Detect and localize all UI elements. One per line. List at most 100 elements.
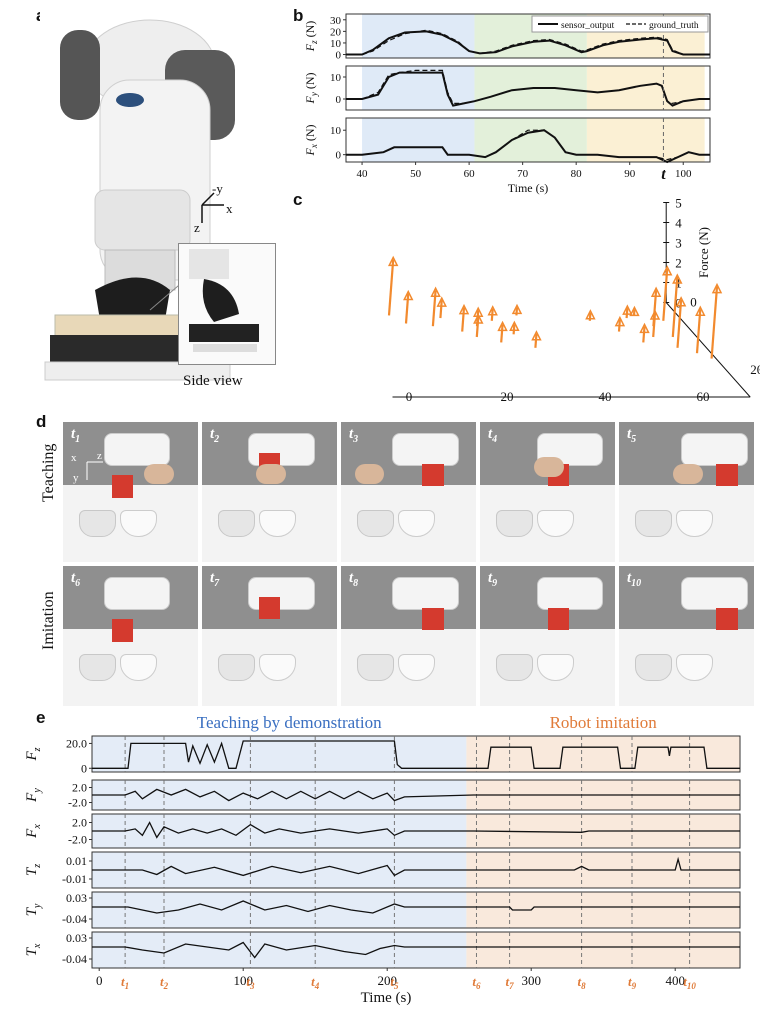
- c-arrow-head-6: [472, 306, 484, 317]
- red-box: [716, 608, 738, 631]
- cup-right: [536, 509, 574, 537]
- b-frame-1: [345, 65, 711, 111]
- b-region-0-0: [362, 14, 475, 58]
- c-arrow-19: [671, 276, 679, 338]
- c-xtick-label-40: 40: [599, 389, 612, 403]
- b-xtick-label-60: 60: [464, 168, 476, 180]
- cup-left: [635, 509, 673, 537]
- e-marker-label-t4: t4: [311, 974, 320, 991]
- frame-t7: t7: [202, 566, 337, 706]
- c-arrow-0: [387, 259, 395, 316]
- c-arrow-head-10: [531, 330, 542, 341]
- c-ztick-label-2: 2: [675, 256, 682, 271]
- c-arrow-head-14: [639, 322, 650, 334]
- side-view-caption: Side view: [183, 373, 243, 389]
- e-ytick-label-4-1: -0.04: [62, 912, 87, 926]
- e-frame-4: [91, 891, 741, 929]
- human-hand: [144, 464, 174, 484]
- cup-right: [258, 653, 296, 681]
- b-frame-2: [345, 117, 711, 163]
- e-ylabel-5: Tx: [24, 943, 43, 956]
- e-series-5: [92, 941, 740, 959]
- c-arrow-head-2: [430, 286, 441, 297]
- e-robot-label: Robot imitation: [550, 713, 658, 732]
- c-arrow-14: [642, 326, 646, 343]
- red-box: [111, 619, 134, 642]
- robot-arm: [103, 577, 171, 610]
- c-arrow-7: [500, 324, 504, 343]
- coordinate-axes-icon: [201, 192, 224, 223]
- cup-left: [357, 509, 395, 537]
- robot-arm: [681, 433, 748, 466]
- e-xtick-label-0: 0: [96, 973, 103, 988]
- frame-t6: t6: [63, 566, 198, 706]
- e-series-1: [92, 788, 740, 802]
- c-ztick-label-5: 5: [675, 198, 682, 211]
- frame-t3: t3: [341, 422, 476, 562]
- red-box: [258, 596, 281, 620]
- cup-right: [397, 653, 435, 681]
- b-ytick-label-1-0: 0: [336, 94, 342, 106]
- e-marker-label-t3: t3: [246, 974, 255, 991]
- b-xtick-label-40: 40: [357, 168, 369, 180]
- cup-right: [675, 653, 713, 681]
- e-teach-bg-5: [92, 932, 467, 968]
- frame-label-t3: t3: [349, 426, 359, 445]
- e-ytick-label-3-0: 0.01: [66, 854, 87, 868]
- cup-left: [218, 509, 256, 537]
- e-xtick-label-200: 200: [377, 973, 397, 988]
- c-ytick-label-0: 0: [690, 295, 697, 310]
- e-ytick-label-2-1: -2.0: [68, 833, 87, 847]
- e-teach-bg-0: [92, 736, 467, 772]
- c-arrow-head-8: [487, 305, 498, 316]
- frame-label-t9: t9: [488, 570, 498, 589]
- e-marker-label-t5: t5: [390, 974, 399, 991]
- e-marker-label-t6: t6: [472, 974, 481, 991]
- inset-axes-icon: x z y: [69, 450, 109, 488]
- red-box: [111, 475, 134, 498]
- b-ytick-label-0-20: 20: [330, 26, 342, 38]
- row-label-imitation: Imitation: [40, 591, 57, 650]
- c-arrow-head-3: [436, 296, 447, 307]
- e-marker-label-t2: t2: [160, 974, 169, 991]
- cup-left: [79, 509, 117, 537]
- e-marker-label-t8: t8: [578, 974, 587, 991]
- c-arrow-6: [475, 310, 480, 327]
- inset-axis-y: y: [73, 472, 79, 484]
- c-arrow-15: [625, 308, 629, 319]
- cup-left: [218, 653, 256, 681]
- b-series-sensor-output-1: [346, 71, 710, 107]
- inset-axis-z: z: [97, 450, 102, 462]
- e-marker-label-t10: t10: [683, 974, 696, 991]
- e-ylabel-2: Fx: [24, 824, 43, 839]
- e-ytick-label-5-1: -0.04: [62, 952, 87, 966]
- e-ytick-label-2-0: 2.0: [72, 816, 87, 830]
- c-xtick-label-20: 20: [501, 389, 514, 403]
- e-ytick-label-0-0: 20.0: [66, 736, 87, 750]
- robot-arm: [536, 577, 604, 610]
- e-xtick-label-300: 300: [521, 973, 541, 988]
- e-series-4: [92, 900, 740, 914]
- c-arrow-11: [515, 307, 519, 316]
- b-region-1-2: [586, 66, 705, 110]
- b-legend-sensor-label: sensor_output: [561, 21, 615, 31]
- frame-t10: t10: [619, 566, 754, 706]
- red-box: [716, 464, 738, 487]
- cup-right: [397, 509, 435, 537]
- b-xlabel: Time (s): [508, 181, 549, 195]
- b-xtick-label-70: 70: [517, 168, 529, 180]
- b-xtick-label-50: 50: [410, 168, 422, 180]
- c-arrow-head-7: [497, 320, 508, 332]
- chart-e: 20.00Fz2.0-2.0Fy2.0-2.0Fx0.01-0.01Tz0.03…: [24, 713, 741, 1006]
- e-xlabel: Time (s): [361, 990, 412, 1006]
- red-box: [422, 464, 444, 487]
- c-zlabel: Force (N): [696, 227, 711, 278]
- human-hand: [354, 464, 385, 484]
- c-arrows: [387, 255, 723, 359]
- e-xtick-label-100: 100: [233, 973, 253, 988]
- cup-right: [675, 509, 713, 537]
- b-legend-box: [531, 15, 709, 33]
- frame-t8: t8: [341, 566, 476, 706]
- c-ztick-label-4: 4: [675, 216, 682, 231]
